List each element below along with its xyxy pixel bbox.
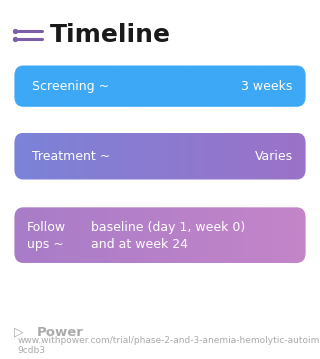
Text: and at week 24: and at week 24 xyxy=(91,238,188,251)
Text: Timeline: Timeline xyxy=(50,23,171,47)
Text: ups ~: ups ~ xyxy=(27,238,64,251)
Text: 3 weeks: 3 weeks xyxy=(241,80,293,93)
Text: Power: Power xyxy=(37,326,84,339)
Text: Follow: Follow xyxy=(27,222,66,234)
Text: baseline (day 1, week 0): baseline (day 1, week 0) xyxy=(91,222,245,234)
Text: ▷: ▷ xyxy=(14,326,24,339)
Text: Treatment ~: Treatment ~ xyxy=(32,150,110,163)
Text: www.withpower.com/trial/phase-2-and-3-anemia-hemolytic-autoimmune-9-2019-
9cdb3: www.withpower.com/trial/phase-2-and-3-an… xyxy=(18,336,320,355)
Text: Screening ~: Screening ~ xyxy=(32,80,109,93)
Text: Varies: Varies xyxy=(255,150,293,163)
